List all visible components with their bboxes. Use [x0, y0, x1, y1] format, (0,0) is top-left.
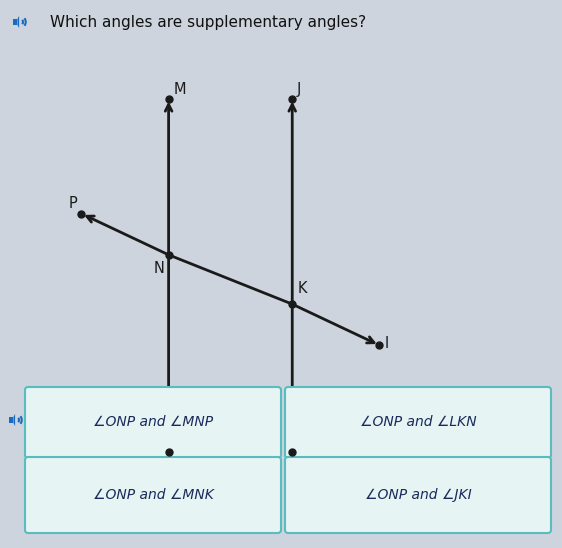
Text: N: N [154, 261, 165, 276]
FancyBboxPatch shape [25, 387, 281, 458]
Point [288, 94, 297, 103]
Text: O: O [174, 455, 185, 470]
FancyBboxPatch shape [25, 457, 281, 533]
Point [164, 448, 173, 456]
Text: K: K [297, 281, 307, 296]
Text: ∠ONP and ∠MNP: ∠ONP and ∠MNP [93, 415, 213, 430]
Polygon shape [17, 16, 19, 28]
Point [77, 209, 86, 218]
Text: ∠ONP and ∠LKN: ∠ONP and ∠LKN [360, 415, 477, 430]
Bar [8, 417, 13, 423]
Point [288, 448, 297, 456]
Text: P: P [69, 196, 78, 211]
Text: L: L [296, 455, 304, 470]
FancyBboxPatch shape [285, 457, 551, 533]
Text: ∠ONP and ∠JKI: ∠ONP and ∠JKI [365, 488, 472, 502]
Polygon shape [13, 414, 15, 426]
Point [288, 300, 297, 309]
FancyBboxPatch shape [285, 387, 551, 458]
Text: M: M [174, 82, 186, 96]
Text: J: J [296, 82, 301, 96]
Text: Which angles are supplementary angles?: Which angles are supplementary angles? [50, 15, 366, 30]
Text: ∠ONP and ∠MNK: ∠ONP and ∠MNK [93, 488, 214, 502]
Point [375, 341, 384, 350]
Point [164, 250, 173, 259]
Text: I: I [384, 336, 388, 351]
Point [164, 94, 173, 103]
Bar [12, 19, 17, 25]
